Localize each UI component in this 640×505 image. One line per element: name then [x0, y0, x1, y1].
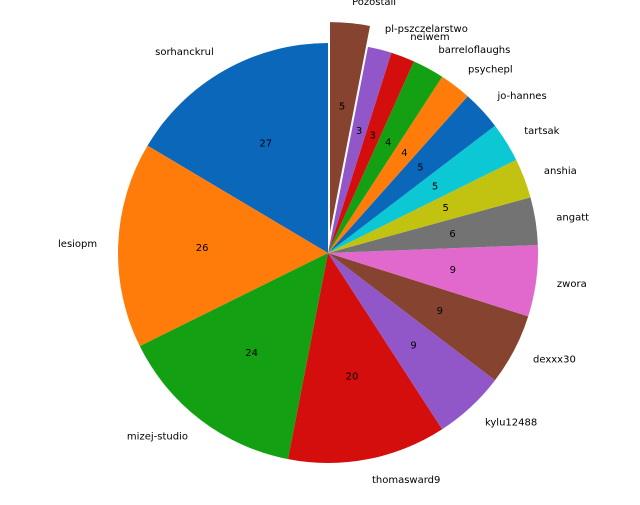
pie-slice — [328, 96, 496, 254]
slice-label: barreloflaughs — [438, 45, 510, 56]
pie-slice — [139, 253, 328, 460]
slice-label: jo-hannes — [496, 91, 546, 102]
slice-label: mizej-studio — [127, 432, 188, 443]
value-label: 9 — [410, 340, 416, 351]
value-label: 5 — [432, 182, 438, 193]
value-label: 5 — [443, 203, 449, 214]
value-label: 6 — [449, 229, 455, 240]
slice-label: Pozostali — [352, 0, 396, 8]
slice-label: pl-pszczelarstwo — [385, 24, 468, 35]
pie-slice — [328, 244, 538, 317]
value-label: 3 — [356, 126, 362, 137]
pie-slice — [147, 43, 328, 253]
slice-label: zwora — [557, 279, 587, 290]
value-label: 9 — [450, 265, 456, 276]
slice-label: anshia — [544, 166, 577, 177]
pie-slice — [118, 145, 329, 347]
slice-label: neiwem — [410, 32, 449, 43]
value-label: 27 — [259, 138, 272, 149]
slice-label: tartsak — [524, 126, 559, 137]
pie-slice — [328, 52, 414, 253]
value-label: 24 — [245, 348, 258, 359]
slice-label: sorhanckrul — [155, 47, 214, 58]
slice-label: psychepl — [468, 64, 513, 75]
pie-slice — [330, 22, 370, 233]
pie-slice — [328, 125, 517, 253]
pie-slice — [328, 159, 531, 253]
value-label: 20 — [346, 372, 359, 383]
slice-label: thomasward9 — [372, 475, 440, 486]
pie-slice — [288, 253, 443, 463]
pie-slice — [328, 197, 538, 253]
value-label: 4 — [401, 148, 407, 159]
value-label: 5 — [339, 102, 345, 113]
value-label: 26 — [196, 243, 209, 254]
pie-slice — [328, 76, 468, 253]
slice-label: kylu12488 — [485, 417, 537, 428]
slice-label: lesiopm — [58, 239, 97, 250]
value-label: 3 — [370, 130, 376, 141]
slice-label: dexxx30 — [533, 354, 576, 365]
pie-slice — [328, 46, 392, 254]
value-label: 5 — [417, 162, 423, 173]
pie-slice — [328, 253, 529, 381]
value-label: 9 — [437, 306, 443, 317]
value-label: 4 — [385, 137, 391, 148]
slice-label: angatt — [556, 213, 589, 224]
pie-slice — [328, 253, 496, 430]
pie-slice — [328, 61, 443, 254]
